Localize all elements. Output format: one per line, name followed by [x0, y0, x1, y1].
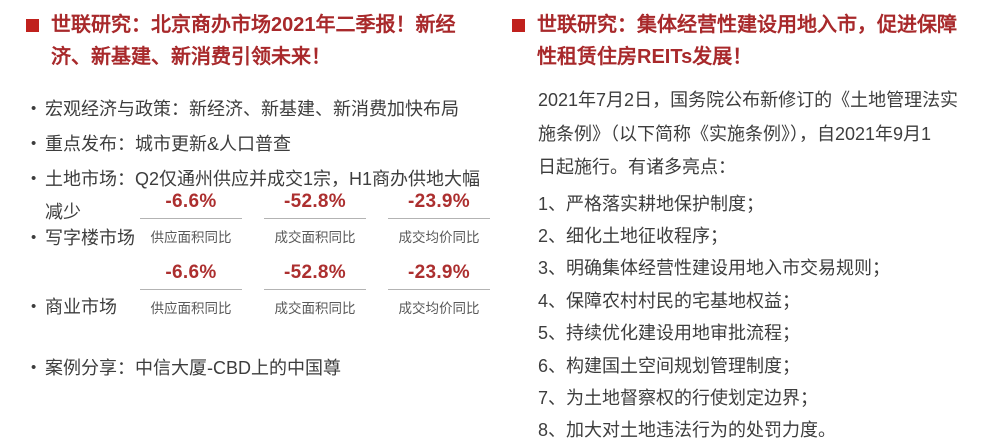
stat-value: -52.8% — [283, 262, 346, 283]
right-column: 世联研究：集体经营性建设用地入市，促进保障 性租赁住房REITs发展！ 2021… — [512, 0, 990, 442]
stat-value: -6.6% — [165, 191, 217, 212]
section-square-icon — [26, 19, 39, 32]
list-item: 2、细化土地征收程序； — [538, 225, 729, 246]
left-section-heading: 世联研究：北京商办市场2021年二季报！新经 济、新基建、新消费引领未来！ — [26, 10, 456, 73]
stat-label: 成交面积同比 — [274, 301, 356, 316]
stat-divider — [264, 218, 366, 219]
bullet-macro-economy: • 宏观经济与政策：新经济、新基建、新消费加快布局 — [26, 93, 492, 126]
list-item: 6、构建国土空间规划管理制度； — [538, 355, 801, 376]
section-square-icon — [512, 19, 525, 32]
heading-line: 世联研究：集体经营性建设用地入市，促进保障 — [537, 14, 957, 36]
bullet-text: 重点发布：城市更新&人口普查 — [45, 134, 292, 154]
list-item: 5、持续优化建设用地审批流程； — [538, 323, 801, 344]
heading-line: 世联研究：北京商办市场2021年二季报！新经 — [51, 14, 456, 36]
right-section-heading: 世联研究：集体经营性建设用地入市，促进保障 性租赁住房REITs发展！ — [512, 10, 957, 73]
bullet-text: 案例分享：中信大厦-CBD上的中国尊 — [45, 358, 341, 378]
bullet-dot-icon: • — [31, 298, 37, 315]
stat-divider — [388, 289, 490, 290]
list-item: 8、加大对土地违法行为的处罚力度。 — [538, 420, 837, 441]
list-item: 4、保障农村村民的宅基地权益； — [538, 290, 801, 311]
bullet-text-line: 土地市场：Q2仅通州供应并成交1宗，H1商办供地大幅 — [45, 169, 481, 189]
right-heading-text: 世联研究：集体经营性建设用地入市，促进保障 性租赁住房REITs发展！ — [537, 10, 957, 73]
stat-label: 成交均价同比 — [398, 230, 480, 245]
stat-label: 供应面积同比 — [150, 230, 232, 245]
highlights-list: 1、严格落实耕地保护制度； 2、细化土地征收程序； 3、明确集体经营性建设用地入… — [538, 188, 990, 442]
list-item: 3、明确集体经营性建设用地入市交易规则； — [538, 258, 891, 279]
intro-paragraph: 2021年7月2日，国务院公布新修订的《土地管理法实 施条例》（以下简称《实施条… — [538, 84, 990, 185]
office-stats-row: -6.6% 供应面积同比 -52.8% 成交面积同比 -23.9% 成交均价同比 — [138, 190, 492, 246]
bullet-land-market: • 土地市场：Q2仅通州供应并成交1宗，H1商办供地大幅 减少 — [26, 163, 492, 229]
bullet-dot-icon: • — [31, 170, 37, 187]
list-item: 1、严格落实耕地保护制度； — [538, 193, 765, 214]
stat-value: -6.6% — [165, 262, 217, 283]
bullet-text: 宏观经济与政策：新经济、新基建、新消费加快布局 — [45, 99, 459, 119]
stat-value: -52.8% — [283, 191, 346, 212]
bullet-text-line: 减少 — [45, 202, 81, 222]
stat-divider — [140, 218, 242, 219]
stat-divider — [388, 218, 490, 219]
bullet-office-market: • 写字楼市场 — [26, 222, 492, 255]
stat-value: -23.9% — [407, 191, 470, 212]
left-heading-text: 世联研究：北京商办市场2021年二季报！新经 济、新基建、新消费引领未来！ — [51, 10, 456, 73]
bullet-dot-icon: • — [31, 100, 37, 117]
stat-cell: -6.6% 供应面积同比 — [138, 261, 244, 317]
bullet-dot-icon: • — [31, 135, 37, 152]
stat-cell: -6.6% 供应面积同比 — [138, 190, 244, 246]
paragraph-line: 施条例》（以下简称《实施条例》），自2021年9月1 — [538, 123, 932, 144]
stat-label: 供应面积同比 — [150, 301, 232, 316]
stat-divider — [140, 289, 242, 290]
right-body: 2021年7月2日，国务院公布新修订的《土地管理法实 施条例》（以下简称《实施条… — [538, 84, 990, 442]
stat-cell: -52.8% 成交面积同比 — [262, 190, 368, 246]
stat-value: -23.9% — [407, 262, 470, 283]
heading-line: 性租赁住房REITs发展！ — [537, 45, 753, 68]
bullet-case-share: • 案例分享：中信大厦-CBD上的中国尊 — [26, 352, 492, 385]
stat-cell: -52.8% 成交面积同比 — [262, 261, 368, 317]
stat-cell: -23.9% 成交均价同比 — [386, 190, 492, 246]
bullet-retail-market: • 商业市场 — [26, 291, 492, 324]
bullet-key-release: • 重点发布：城市更新&人口普查 — [26, 128, 492, 161]
bullet-text: 写字楼市场 — [45, 228, 135, 248]
left-column: 世联研究：北京商办市场2021年二季报！新经 济、新基建、新消费引领未来！ • … — [26, 0, 492, 442]
bullet-text: 商业市场 — [45, 297, 117, 317]
list-item: 7、为土地督察权的行使划定边界； — [538, 387, 819, 408]
stat-label: 成交均价同比 — [398, 301, 480, 316]
paragraph-line: 2021年7月2日，国务院公布新修订的《土地管理法实 — [538, 90, 959, 110]
bullet-dot-icon: • — [31, 229, 37, 246]
retail-stats-row: -6.6% 供应面积同比 -52.8% 成交面积同比 -23.9% 成交均价同比 — [138, 261, 492, 317]
heading-line: 济、新基建、新消费引领未来！ — [51, 45, 331, 68]
bullet-dot-icon: • — [31, 359, 37, 376]
paragraph-line: 日起施行。有诸多亮点： — [538, 157, 736, 177]
stat-label: 成交面积同比 — [274, 230, 356, 245]
stat-divider — [264, 289, 366, 290]
stat-cell: -23.9% 成交均价同比 — [386, 261, 492, 317]
